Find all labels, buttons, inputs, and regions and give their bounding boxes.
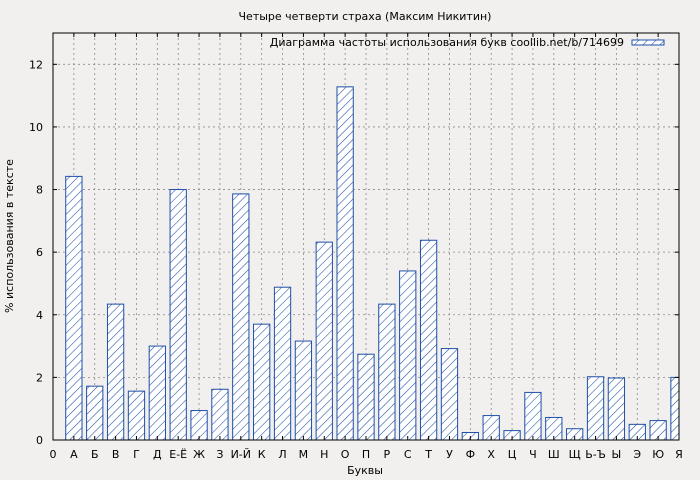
bar: [315, 241, 333, 441]
x-tick-label: П: [362, 448, 370, 461]
bar: [670, 376, 680, 441]
x-tick-label: В: [112, 448, 120, 461]
x-tick-label: Э: [633, 448, 641, 461]
bar: [524, 391, 542, 441]
bar: [253, 323, 271, 441]
x-tick-label: З: [216, 448, 223, 461]
bar: [86, 385, 104, 441]
x-tick-label: Ц: [508, 448, 517, 461]
bar: [127, 390, 146, 441]
y-tick-label: 6: [36, 246, 43, 259]
x-tick-label: Н: [320, 448, 328, 461]
chart-title: Четыре четверти страха (Максим Никитин): [239, 10, 492, 23]
x-tick-label: И-Й: [231, 448, 251, 461]
x-tick-label: Ч: [529, 448, 537, 461]
bar: [419, 239, 438, 441]
x-axis-label: Буквы: [347, 464, 383, 477]
y-tick-label: 12: [29, 58, 43, 71]
bar: [607, 377, 626, 441]
y-tick-label: 2: [36, 371, 43, 384]
y-tick-label: 8: [36, 184, 43, 197]
x-tick-label: У: [446, 448, 453, 461]
bar: [294, 340, 313, 441]
bar: [440, 348, 459, 441]
x-tick-label: Ж: [193, 448, 205, 461]
bar: [586, 376, 605, 441]
x-tick-label: Д: [153, 448, 162, 461]
bar: [336, 86, 354, 441]
x-tick-label: Щ: [569, 448, 581, 461]
x-tick-label: К: [258, 448, 266, 461]
bar: [399, 270, 417, 441]
bar: [106, 303, 125, 441]
bar: [378, 303, 396, 441]
y-tick-label: 10: [29, 121, 43, 134]
y-tick-label: 0: [36, 434, 43, 447]
x-tick-label: Ю: [652, 448, 664, 461]
grid: [53, 33, 679, 440]
bar: [169, 189, 187, 441]
bar: [211, 388, 229, 441]
x-tick-label: Ы: [612, 448, 622, 461]
x-tick-label: 0: [50, 448, 57, 461]
bar: [190, 410, 208, 441]
bar: [273, 286, 292, 441]
y-tick-label: 4: [36, 309, 43, 322]
bar: [357, 353, 375, 441]
x-tick-label: Р: [384, 448, 391, 461]
x-tick-label: Ф: [466, 448, 475, 461]
legend: Диаграмма частоты использования букв coo…: [270, 36, 665, 49]
x-tick-label: Х: [487, 448, 495, 461]
x-tick-label: Л: [278, 448, 286, 461]
x-tick-label: С: [404, 448, 412, 461]
bar: [65, 175, 83, 441]
bar: [148, 345, 166, 441]
legend-swatch: [631, 39, 665, 46]
x-tick-label: М: [299, 448, 309, 461]
x-tick-label: Г: [133, 448, 140, 461]
x-tick-label: Т: [424, 448, 432, 461]
x-tick-label: Ь-Ъ: [585, 448, 606, 461]
x-tick-label: А: [70, 448, 78, 461]
bar: [232, 193, 250, 441]
y-axis-label: % использования в тексте: [3, 159, 16, 313]
legend-label: Диаграмма частоты использования букв coo…: [270, 36, 624, 49]
x-tick-label: О: [341, 448, 350, 461]
x-tick-label: Ш: [548, 448, 560, 461]
x-tick-label: Е-Ё: [169, 448, 187, 461]
x-tick-label: Я: [675, 448, 683, 461]
x-tick-label: Б: [91, 448, 99, 461]
